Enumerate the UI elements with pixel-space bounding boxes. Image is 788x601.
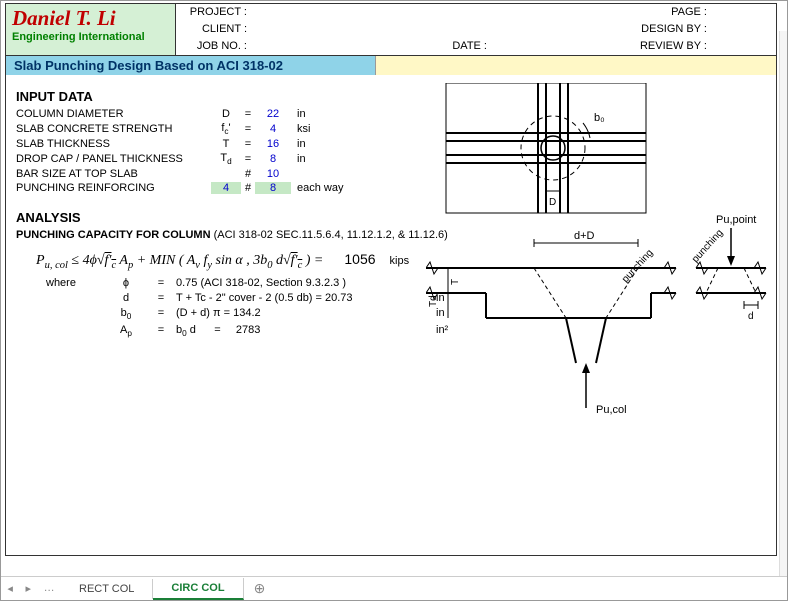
where-val: (D + d) π = 134.2 [176,307,436,321]
tab-nav-more[interactable]: … [44,582,55,595]
d-label: d [748,311,754,322]
input-unit: in [291,153,361,165]
header-fields: PROJECT : PAGE : CLIENT : DESIGN BY : JO… [176,4,776,55]
where-label: where [46,277,106,289]
date-label: DATE : [411,38,491,55]
input-value[interactable]: 16 [255,138,291,150]
input-label: SLAB CONCRETE STRENGTH [16,123,211,135]
sheet-tabs: ◂ ▸ … RECT COL CIRC COL ⊕ [1,576,787,600]
scrollbar-vertical[interactable] [779,31,787,576]
input-symbol: D [211,108,241,120]
pupoint-label: Pu,point [716,214,756,226]
analysis-subhead: PUNCHING CAPACITY FOR COLUMN [16,229,211,241]
logo-box: Daniel T. Li Engineering International [6,4,176,55]
input-unit: each way [291,182,361,194]
where-val: b0 d = 2783 [176,324,436,338]
reviewby-value[interactable] [711,38,776,55]
where-sym: b0 [106,307,146,321]
input-unit: in [291,138,361,150]
input-label: DROP CAP / PANEL THICKNESS [16,153,211,165]
input-label: COLUMN DIAMETER [16,108,211,120]
client-value[interactable] [251,21,411,38]
reviewby-label: REVIEW BY : [621,38,711,55]
dplusd-label: d+D [574,230,595,242]
tab-add-button[interactable]: ⊕ [244,578,276,599]
logo-name: Daniel T. Li [12,6,169,31]
logo-sub: Engineering International [12,31,169,43]
project-label: PROJECT : [176,4,251,21]
jobno-value[interactable] [251,38,411,55]
equals: = [241,108,255,120]
capacity-result: 1056 [344,251,375,267]
where-sym: d [106,292,146,304]
tab-circ-col[interactable]: CIRC COL [153,578,243,600]
capacity-unit: kips [390,255,410,267]
page-value[interactable] [711,4,776,21]
analysis-ref: (ACI 318-02 SEC.11.5.6.4, 11.12.1.2, & 1… [214,229,448,241]
input-symbol: T [211,138,241,150]
input-value[interactable]: 22 [255,108,291,120]
input-symbol: fc' [211,122,241,136]
td-label: Td [428,295,439,307]
input-unit: ksi [291,123,361,135]
input-value[interactable]: 4 [255,123,291,135]
tab-nav-next[interactable]: ▸ [25,582,31,595]
diagram-area: b₀ D d+D [426,83,771,446]
designby-label: DESIGN BY : [621,21,711,38]
where-sym: Ap [106,324,146,338]
designby-value[interactable] [711,21,776,38]
bo-label: b₀ [594,112,605,124]
t-label: T [450,279,461,285]
input-unit: in [291,108,361,120]
tab-rect-col[interactable]: RECT COL [61,579,153,599]
project-value[interactable] [251,4,411,21]
input-label: BAR SIZE AT TOP SLAB [16,168,211,180]
where-sym: ϕ [106,277,146,289]
hash: # [241,168,255,180]
where-val: T + Tc - 2" cover - 2 (0.5 db) = 20.73 [176,292,436,304]
tab-nav-prev[interactable]: ◂ [7,582,13,595]
input-label: PUNCHING REINFORCING [16,182,211,194]
pucol-label: Pu,col [596,404,627,416]
punching-label2: punching [690,227,725,265]
input-value[interactable]: 8 [255,153,291,165]
input-value[interactable]: 10 [255,168,291,180]
hash: # [241,182,255,194]
input-symbol: Td [211,152,241,166]
where-val: 0.75 (ACI 318-02, Section 9.3.2.3 ) [176,277,436,289]
diagram-svg: b₀ D d+D [426,83,771,443]
title-spacer [376,56,776,75]
page-title: Slab Punching Design Based on ACI 318-02 [6,56,376,75]
input-pre[interactable]: 4 [211,182,241,194]
jobno-label: JOB NO. : [176,38,251,55]
input-value[interactable]: 8 [255,182,291,194]
client-label: CLIENT : [176,21,251,38]
punching-label: punching [620,247,655,285]
page-label: PAGE : [621,4,711,21]
input-label: SLAB THICKNESS [16,138,211,150]
date-value[interactable] [491,38,621,55]
d-dim-label: D [549,197,556,208]
